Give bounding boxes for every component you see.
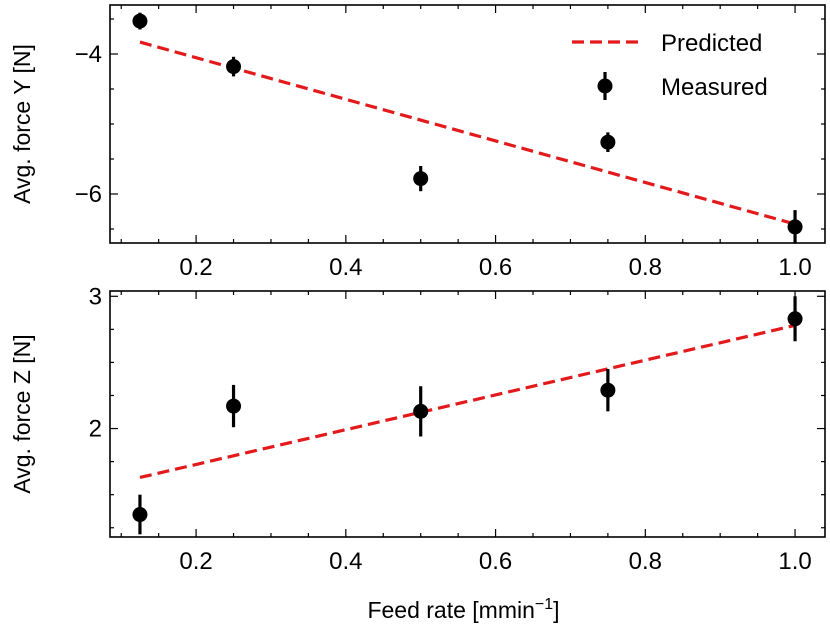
legend-measured-marker — [597, 78, 613, 94]
legend: Predicted Measured — [572, 30, 768, 101]
x-axis-label-base: Feed rate [mmin — [367, 597, 534, 623]
predicted-line — [139, 40, 796, 226]
x-tick-label: 0.8 — [629, 548, 662, 575]
x-tick-label: 0.6 — [479, 548, 512, 575]
y-tick-label: −6 — [75, 181, 102, 208]
axes-frame — [109, 290, 826, 538]
legend-measured-label: Measured — [661, 74, 768, 101]
y-axis-label: Avg. force Y [N] — [9, 44, 35, 204]
x-axis-label-sup: −1 — [535, 596, 553, 613]
measured-point — [600, 382, 616, 398]
x-tick-label: 1.0 — [778, 254, 811, 281]
x-tick-label: 0.4 — [329, 254, 362, 281]
x-tick-label: 0.2 — [179, 254, 212, 281]
legend-predicted-label: Predicted — [661, 30, 762, 57]
x-tick-label: 0.8 — [629, 254, 662, 281]
measured-point — [787, 219, 803, 235]
measured-point — [226, 398, 242, 414]
panel-force-y: 0.2 0.4 0.6 0.8 1.0 −6 −4 Avg. force Y [N] Predi… — [9, 4, 826, 281]
predicted-line — [139, 323, 796, 480]
y-axis-label: Avg. force Z [N] — [9, 334, 35, 493]
y-tick-label: 3 — [89, 283, 102, 310]
measured-point — [787, 311, 803, 327]
x-tick-label: 1.0 — [778, 548, 811, 575]
measured-point — [132, 13, 148, 29]
measured-point — [413, 403, 429, 419]
measured-point — [132, 507, 148, 523]
y-tick-label: 2 — [89, 416, 102, 443]
x-tick-label: 0.4 — [329, 548, 362, 575]
x-tick-label: 0.6 — [479, 254, 512, 281]
y-tick-label: −4 — [75, 41, 102, 68]
measured-point — [413, 171, 429, 187]
x-axis-label: Feed rate [mmin−1] — [367, 596, 559, 623]
x-tick-label: 0.2 — [179, 548, 212, 575]
measured-point — [226, 59, 242, 75]
x-axis-label-end: ] — [553, 597, 559, 623]
measured-point — [600, 134, 616, 150]
panel-force-z: 0.2 0.4 0.6 0.8 1.0 2 3 Avg. force Z [N] Feed ra… — [9, 283, 826, 623]
